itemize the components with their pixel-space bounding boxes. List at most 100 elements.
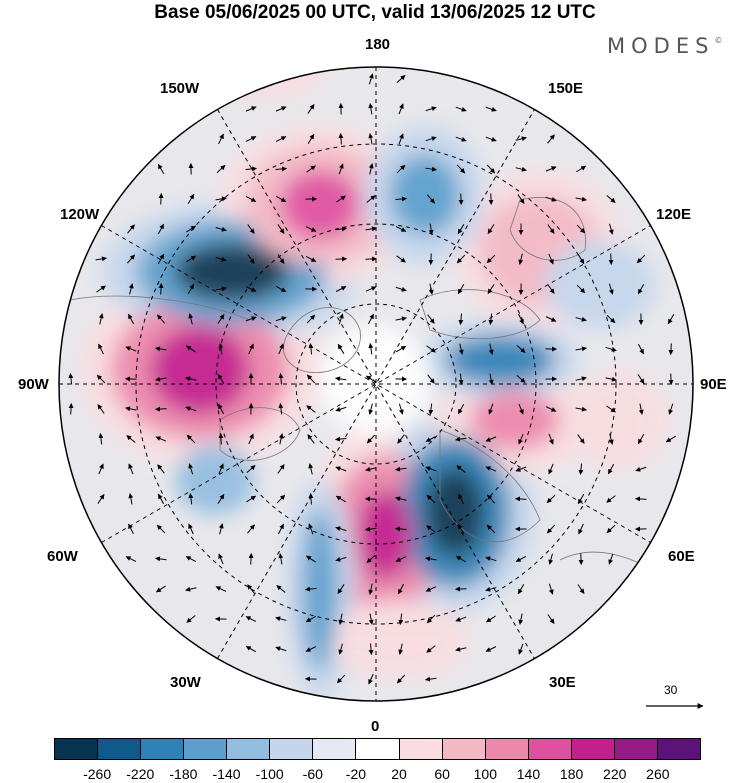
anomaly-field	[80, 67, 670, 700]
wind-vector	[218, 133, 224, 145]
wind-vector	[187, 283, 195, 294]
wind-vector	[335, 286, 347, 292]
map-title: Base 05/06/2025 00 UTC, valid 13/06/2025…	[154, 2, 596, 23]
wind-vector	[425, 466, 437, 472]
wind-vector	[575, 196, 587, 202]
wind-vector	[245, 166, 257, 172]
wind-vector	[428, 223, 434, 235]
wind-vector	[606, 524, 616, 534]
colorbar-tick-label: -260	[83, 766, 112, 782]
wind-vector	[218, 463, 224, 475]
wind-vector	[187, 193, 195, 204]
colorbar-swatch	[98, 739, 142, 759]
wind-vector	[545, 316, 557, 322]
wind-vector	[398, 103, 404, 115]
wind-vector	[248, 553, 254, 565]
colorbar-tick-labels: -260 -220 -180 -140 -100 -60 -20 20 60 100 140 180 2…	[0, 766, 750, 782]
wind-vector	[127, 224, 135, 234]
wind-vector	[336, 674, 346, 684]
wind-vector	[515, 466, 527, 472]
colorbar-tick-label: -180	[169, 766, 198, 782]
wind-vector	[576, 284, 586, 294]
wind-vector	[575, 316, 587, 322]
wind-vector	[425, 136, 437, 142]
wind-vector	[217, 314, 225, 324]
wind-vector	[487, 494, 495, 504]
wind-vector	[458, 313, 464, 325]
wind-vector	[335, 556, 347, 562]
wind-vector	[458, 493, 464, 505]
wind-vector	[546, 494, 556, 504]
wind-vector	[548, 433, 554, 445]
wind-vector	[368, 613, 374, 625]
wind-vector	[338, 163, 344, 175]
coastline	[219, 407, 301, 461]
colorbar-tick-label: -140	[212, 766, 241, 782]
wind-vector	[577, 493, 585, 505]
wind-vector	[488, 403, 494, 415]
wind-vector	[366, 434, 376, 444]
wind-vector	[157, 163, 165, 174]
wind-vector	[307, 104, 315, 114]
wind-vector	[275, 136, 287, 142]
wind-vector	[337, 343, 345, 354]
wind-vector	[97, 404, 105, 414]
wind-vector	[276, 494, 286, 504]
wind-vector	[608, 283, 614, 295]
wind-vector	[398, 643, 404, 655]
colorbar-tick-label: 20	[391, 766, 407, 782]
wind-vector	[336, 195, 346, 203]
coastline	[283, 307, 361, 373]
wind-vector	[396, 674, 406, 684]
wind-vector	[457, 284, 465, 295]
wind-vector	[217, 493, 225, 504]
wind-vector	[186, 225, 197, 233]
wind-vector	[366, 195, 376, 203]
wind-vector	[368, 583, 374, 595]
wind-vector	[306, 314, 316, 324]
wind-vector	[487, 284, 495, 295]
wind-vector	[308, 523, 314, 535]
wind-vector	[218, 433, 224, 445]
wind-vector	[575, 406, 587, 412]
wind-vector	[635, 466, 647, 472]
wind-vector	[668, 343, 674, 355]
wind-vector	[245, 645, 257, 653]
lon-label-30w: 30W	[170, 674, 201, 691]
wind-vector	[275, 166, 287, 172]
wind-vector	[518, 613, 524, 625]
wind-vector	[485, 136, 497, 142]
wind-vector	[515, 556, 527, 562]
wind-vector	[395, 556, 407, 562]
wind-vector	[335, 226, 347, 232]
wind-vector	[488, 343, 494, 355]
wind-vector	[457, 403, 465, 415]
colorbar-tick-label: 100	[473, 766, 498, 782]
wind-vector	[215, 286, 227, 292]
wind-vector	[516, 375, 526, 383]
wind-vector	[457, 224, 465, 235]
wind-vector	[335, 466, 347, 472]
wind-vector	[368, 103, 374, 115]
wind-vector	[545, 166, 557, 172]
coastline	[439, 429, 541, 543]
wind-vector	[455, 436, 467, 442]
wind-vector	[305, 586, 317, 592]
wind-vector	[635, 496, 647, 502]
wind-vector	[335, 406, 347, 412]
wind-vector	[637, 343, 645, 355]
wind-vector	[485, 106, 497, 112]
wind-vector	[486, 254, 496, 264]
wind-vector	[578, 463, 584, 475]
wind-vector	[395, 286, 407, 292]
colorbar-tick-label: -100	[255, 766, 284, 782]
wind-vector	[485, 556, 497, 562]
wind-vector	[275, 195, 287, 203]
wind-vector	[186, 615, 196, 623]
wind-vector	[188, 493, 194, 505]
wind-vector	[368, 343, 374, 355]
wind-vector	[545, 196, 557, 202]
wind-vector	[246, 495, 257, 503]
wind-vector	[395, 345, 407, 353]
wind-vector	[547, 224, 555, 234]
